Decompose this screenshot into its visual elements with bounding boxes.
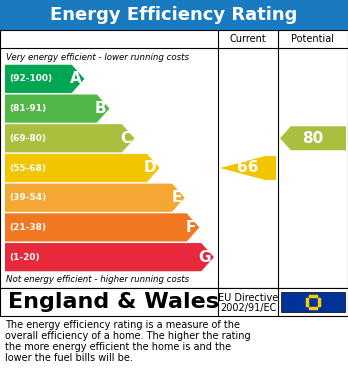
- Text: Energy Efficiency Rating: Energy Efficiency Rating: [50, 6, 298, 24]
- Text: (21-38): (21-38): [9, 223, 46, 232]
- Text: (39-54): (39-54): [9, 193, 46, 202]
- Text: (1-20): (1-20): [9, 253, 40, 262]
- Polygon shape: [5, 154, 160, 182]
- Bar: [0, 288, 348, 316]
- Polygon shape: [5, 184, 185, 212]
- Text: the more energy efficient the home is and the: the more energy efficient the home is an…: [5, 342, 231, 352]
- Text: The energy efficiency rating is a measure of the: The energy efficiency rating is a measur…: [5, 320, 240, 330]
- Text: England & Wales: England & Wales: [8, 292, 219, 312]
- Polygon shape: [5, 243, 214, 271]
- Text: Current: Current: [230, 34, 266, 44]
- Text: D: D: [144, 160, 157, 176]
- Text: Very energy efficient - lower running costs: Very energy efficient - lower running co…: [6, 54, 189, 63]
- Polygon shape: [220, 156, 276, 180]
- Text: 66: 66: [237, 160, 259, 176]
- Polygon shape: [5, 95, 110, 123]
- Text: lower the fuel bills will be.: lower the fuel bills will be.: [5, 353, 133, 363]
- Text: C: C: [120, 131, 132, 146]
- Polygon shape: [5, 65, 85, 93]
- Bar: [281, 292, 345, 312]
- Text: (55-68): (55-68): [9, 163, 46, 172]
- Text: EU Directive: EU Directive: [218, 293, 278, 303]
- Polygon shape: [280, 126, 346, 150]
- Bar: [0, 30, 348, 288]
- Bar: [0, 0, 348, 30]
- Text: B: B: [95, 101, 106, 116]
- Polygon shape: [5, 213, 199, 242]
- Text: (92-100): (92-100): [9, 74, 52, 83]
- Text: overall efficiency of a home. The higher the rating: overall efficiency of a home. The higher…: [5, 331, 251, 341]
- Text: 80: 80: [302, 131, 324, 146]
- Text: G: G: [198, 249, 211, 265]
- Text: E: E: [171, 190, 182, 205]
- Text: (69-80): (69-80): [9, 134, 46, 143]
- Polygon shape: [5, 124, 135, 152]
- Text: Not energy efficient - higher running costs: Not energy efficient - higher running co…: [6, 276, 189, 285]
- Text: (81-91): (81-91): [9, 104, 46, 113]
- Text: A: A: [70, 71, 81, 86]
- Text: F: F: [186, 220, 196, 235]
- Text: 2002/91/EC: 2002/91/EC: [220, 303, 276, 312]
- Text: Potential: Potential: [292, 34, 334, 44]
